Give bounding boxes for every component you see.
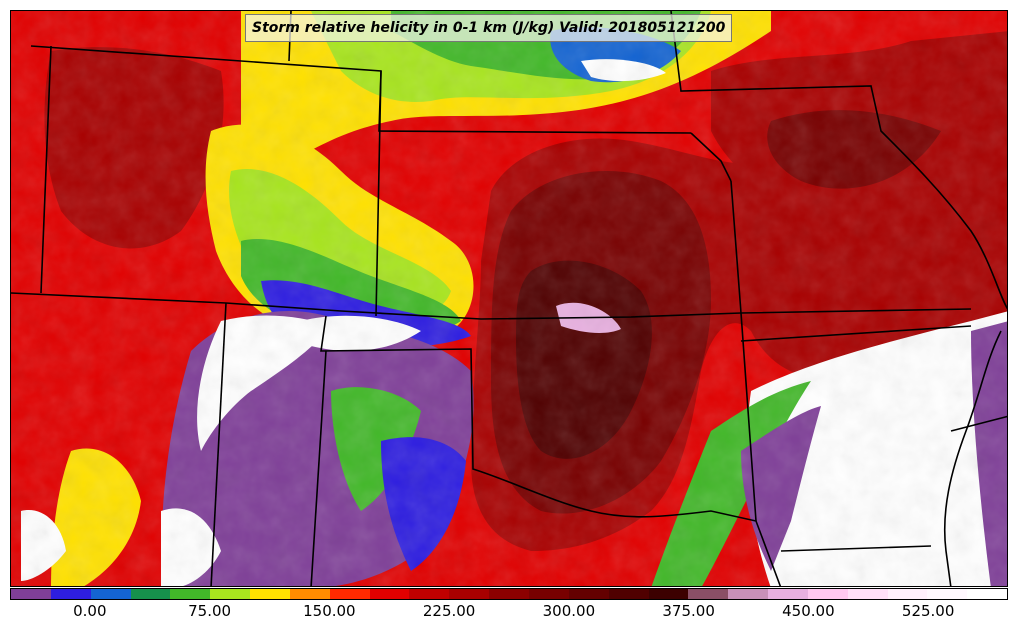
- colorbar-swatch: [369, 589, 410, 599]
- colorbar-swatch: [568, 589, 609, 599]
- colorbar-tick-label: 525.00: [901, 602, 955, 620]
- colorbar-swatch: [489, 589, 529, 599]
- colorbar-swatch: [847, 589, 888, 599]
- colorbar-tick-label: 300.00: [542, 602, 596, 620]
- colorbar-swatch: [90, 589, 131, 599]
- map-panel: [10, 10, 1008, 587]
- border-texas: [320, 315, 782, 586]
- colorbar-swatch: [329, 589, 370, 599]
- colorbar-swatch: [289, 589, 330, 599]
- colorbar-swatch: [250, 589, 290, 599]
- colorbar-swatch: [768, 589, 808, 599]
- helicity-field-map: [11, 11, 1007, 586]
- colorbar-labels: 0.00 75.00 150.00 225.00 300.00 375.00 450.00 5…: [10, 602, 1008, 624]
- colorbar-swatch: [130, 589, 171, 599]
- colorbar-swatch: [728, 589, 769, 599]
- colorbar-tick-label: 75.00: [188, 602, 232, 620]
- colorbar-swatch: [50, 589, 91, 599]
- border-iowa: [670, 11, 1007, 310]
- colorbar-swatch: [927, 589, 968, 599]
- colorbar-tick-label: 375.00: [662, 602, 715, 620]
- colorbar-swatch: [449, 589, 490, 599]
- border-tn-ms: [950, 415, 1007, 432]
- colorbar-swatch: [648, 589, 689, 599]
- colorbar-swatch: [528, 589, 569, 599]
- colorbar-swatch: [11, 589, 51, 599]
- colorbar-swatch: [688, 589, 729, 599]
- state-borders: [11, 11, 1007, 586]
- colorbar-swatch: [170, 589, 211, 599]
- border-missouri-west: [730, 180, 757, 522]
- map-title: Storm relative helicity in 0-1 km (J/kg)…: [245, 14, 733, 42]
- colorbar-swatch: [807, 589, 848, 599]
- border-az-nm: [210, 302, 227, 586]
- border-mississippi: [943, 330, 1002, 586]
- colorbar-tick-label: 225.00: [422, 602, 476, 620]
- colorbar-swatch: [967, 589, 1008, 599]
- colorbar-tick-label: 450.00: [782, 602, 835, 620]
- colorbar-swatch: [608, 589, 649, 599]
- border-ks-mo: [690, 132, 732, 182]
- border-colorado-east: [375, 70, 382, 317]
- colorbar-swatch: [210, 589, 251, 599]
- colorbar: [10, 588, 1008, 600]
- colorbar-swatch: [887, 589, 928, 599]
- border-nm-tx: [310, 350, 327, 586]
- border-arkansas-north: [740, 325, 972, 342]
- colorbar-swatch: [409, 589, 450, 599]
- border-la-north: [780, 545, 932, 552]
- colorbar-tick-label: 0.00: [73, 602, 107, 620]
- border-utah-west: [40, 45, 52, 294]
- field-texture: [11, 11, 1007, 586]
- colorbar-tick-label: 150.00: [303, 602, 356, 620]
